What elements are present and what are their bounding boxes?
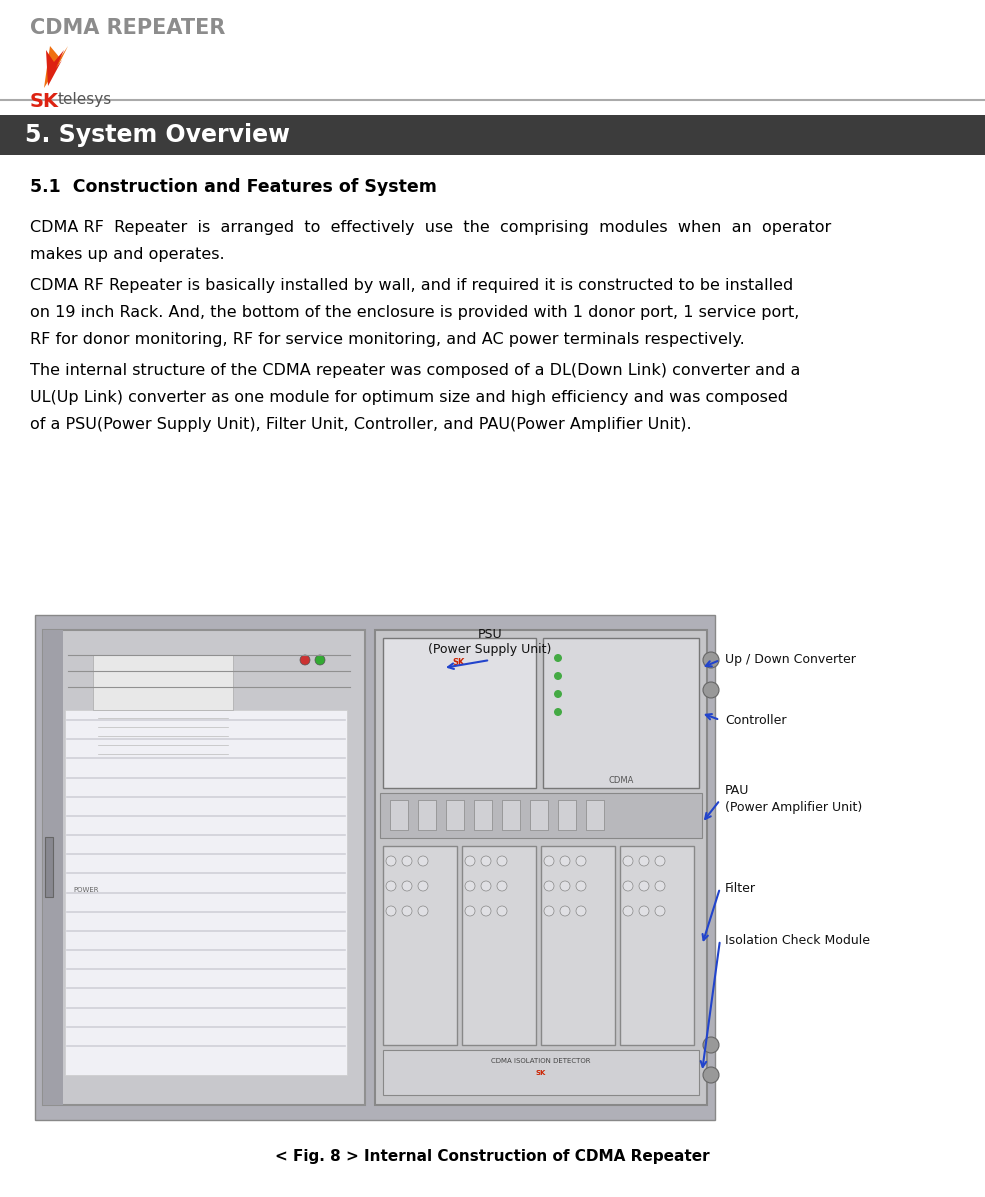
Circle shape — [576, 856, 586, 865]
Text: 5.1  Construction and Features of System: 5.1 Construction and Features of System — [30, 178, 437, 196]
Text: Up / Down Converter: Up / Down Converter — [725, 654, 856, 667]
Text: (Power Amplifier Unit): (Power Amplifier Unit) — [725, 802, 862, 814]
Bar — [45, 837, 53, 897]
Bar — [383, 638, 536, 788]
Circle shape — [703, 1037, 719, 1053]
Circle shape — [465, 881, 475, 891]
Circle shape — [386, 856, 396, 865]
Bar — [383, 846, 457, 1045]
Text: UL(Up Link) converter as one module for optimum size and high efficiency and was: UL(Up Link) converter as one module for … — [30, 390, 788, 405]
Circle shape — [402, 856, 412, 865]
Circle shape — [703, 652, 719, 668]
Circle shape — [623, 856, 633, 865]
Circle shape — [481, 881, 491, 891]
Circle shape — [623, 906, 633, 916]
Polygon shape — [46, 50, 64, 86]
Circle shape — [418, 856, 428, 865]
Text: < Fig. 8 > Internal Construction of CDMA Repeater: < Fig. 8 > Internal Construction of CDMA… — [275, 1149, 709, 1165]
Circle shape — [544, 856, 554, 865]
Circle shape — [402, 881, 412, 891]
Polygon shape — [44, 45, 68, 89]
Text: RF for donor monitoring, RF for service monitoring, and AC power terminals respe: RF for donor monitoring, RF for service … — [30, 332, 745, 347]
Text: SK: SK — [536, 1070, 547, 1076]
Circle shape — [703, 1067, 719, 1083]
Circle shape — [655, 906, 665, 916]
Circle shape — [554, 689, 562, 698]
Circle shape — [554, 707, 562, 716]
Circle shape — [560, 906, 570, 916]
Bar — [446, 800, 464, 830]
Bar — [620, 846, 694, 1045]
Bar — [35, 615, 715, 1120]
Bar — [474, 800, 492, 830]
Circle shape — [560, 881, 570, 891]
Circle shape — [623, 881, 633, 891]
Circle shape — [497, 881, 507, 891]
Text: PSU: PSU — [478, 628, 502, 642]
Text: of a PSU(Power Supply Unit), Filter Unit, Controller, and PAU(Power Amplifier Un: of a PSU(Power Supply Unit), Filter Unit… — [30, 417, 691, 432]
Circle shape — [497, 906, 507, 916]
Circle shape — [418, 906, 428, 916]
Bar — [65, 710, 347, 1075]
Bar — [530, 800, 548, 830]
Circle shape — [544, 906, 554, 916]
Text: telesys: telesys — [58, 92, 112, 107]
Text: PAU: PAU — [725, 784, 750, 796]
Text: (Power Supply Unit): (Power Supply Unit) — [428, 643, 552, 656]
Bar — [418, 800, 436, 830]
Circle shape — [418, 881, 428, 891]
Bar — [390, 800, 408, 830]
Circle shape — [560, 856, 570, 865]
Circle shape — [655, 881, 665, 891]
Text: CDMA RF  Repeater  is  arranged  to  effectively  use  the  comprising  modules : CDMA RF Repeater is arranged to effectiv… — [30, 220, 831, 235]
Bar — [43, 630, 63, 1105]
Text: Controller: Controller — [725, 713, 786, 727]
Text: CDMA ISOLATION DETECTOR: CDMA ISOLATION DETECTOR — [492, 1058, 591, 1064]
Bar — [462, 846, 536, 1045]
Bar — [375, 630, 707, 1105]
Text: The internal structure of the CDMA repeater was composed of a DL(Down Link) conv: The internal structure of the CDMA repea… — [30, 363, 801, 378]
Bar — [380, 792, 702, 838]
Bar — [543, 638, 699, 788]
Bar — [43, 630, 365, 1105]
Bar — [0, 115, 985, 154]
Text: makes up and operates.: makes up and operates. — [30, 247, 225, 262]
Text: CDMA: CDMA — [609, 776, 633, 785]
Text: on 19 inch Rack. And, the bottom of the enclosure is provided with 1 donor port,: on 19 inch Rack. And, the bottom of the … — [30, 305, 800, 320]
Circle shape — [576, 881, 586, 891]
Circle shape — [481, 906, 491, 916]
Circle shape — [639, 906, 649, 916]
Circle shape — [554, 654, 562, 662]
Circle shape — [481, 856, 491, 865]
Bar — [586, 800, 604, 830]
Text: SK: SK — [453, 658, 465, 667]
Circle shape — [315, 655, 325, 666]
Text: SK: SK — [30, 92, 59, 111]
Circle shape — [655, 856, 665, 865]
Circle shape — [544, 881, 554, 891]
Circle shape — [639, 856, 649, 865]
Circle shape — [300, 655, 310, 666]
Circle shape — [554, 672, 562, 680]
Circle shape — [386, 881, 396, 891]
Text: CDMA RF Repeater is basically installed by wall, and if required it is construct: CDMA RF Repeater is basically installed … — [30, 278, 793, 293]
Circle shape — [386, 906, 396, 916]
Text: Filter: Filter — [725, 881, 756, 894]
Text: 5. System Overview: 5. System Overview — [25, 123, 290, 147]
Circle shape — [497, 856, 507, 865]
Text: POWER: POWER — [73, 887, 99, 893]
Circle shape — [576, 906, 586, 916]
Circle shape — [465, 856, 475, 865]
Circle shape — [639, 881, 649, 891]
Bar — [502, 800, 520, 830]
Bar — [558, 800, 576, 830]
Bar — [383, 1050, 699, 1095]
Text: CDMA REPEATER: CDMA REPEATER — [30, 18, 226, 38]
Circle shape — [465, 906, 475, 916]
Circle shape — [703, 682, 719, 698]
Circle shape — [402, 906, 412, 916]
Text: Isolation Check Module: Isolation Check Module — [725, 934, 870, 947]
Bar — [541, 846, 615, 1045]
Bar — [93, 655, 233, 710]
